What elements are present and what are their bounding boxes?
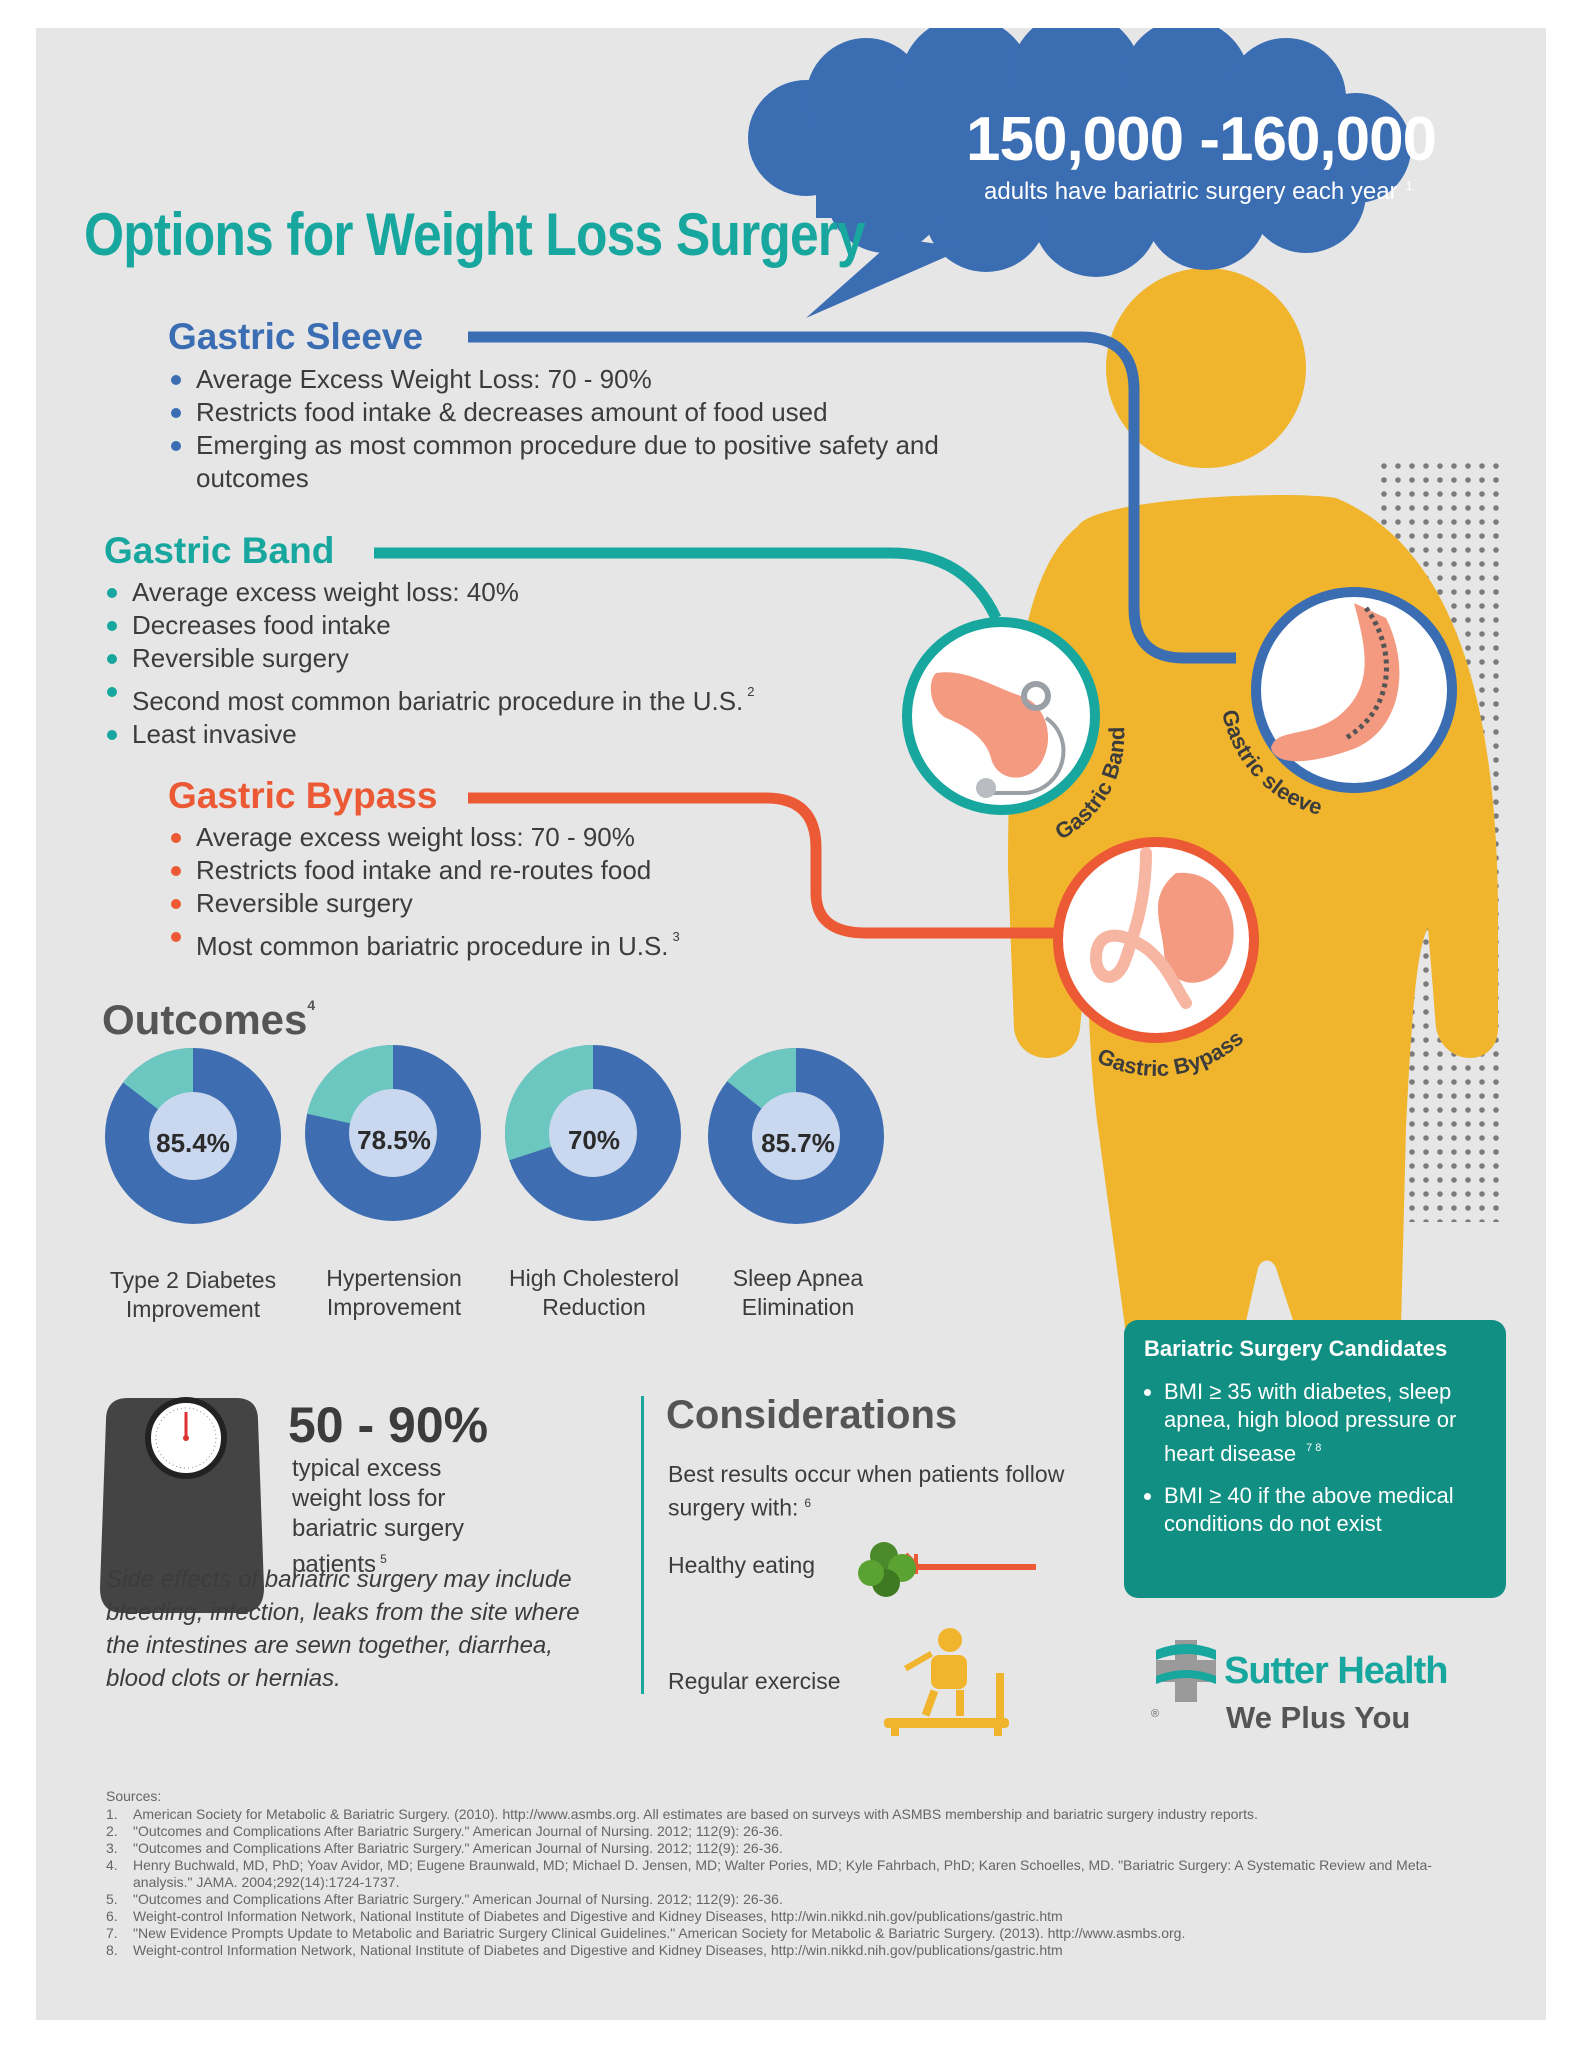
donut-center-diabetes (149, 1092, 237, 1180)
outcomes-heading: Outcomes4 (102, 996, 316, 1043)
candidates-list: BMI ≥ 35 with diabetes, sleep apnea, hig… (1142, 1378, 1497, 1552)
list-item: Least invasive (104, 718, 924, 751)
weight-loss-range: 50 - 90% (288, 1397, 489, 1453)
regular-exercise-label: Regular exercise (668, 1668, 841, 1694)
annual-surgery-caption: adults have bariatric surgery each year 1 (984, 178, 1413, 205)
sutter-health-logo-mark (1156, 1640, 1216, 1702)
donut-value-diabetes: 85.4% (156, 1128, 230, 1158)
donut-caption-sleep-apnea: Sleep Apnea Elimination (732, 1265, 864, 1320)
healthy-eating-icon (858, 1542, 1036, 1597)
weight-loss-description: typical excess weight loss for bariatric… (292, 1455, 465, 1578)
list-item: Reversible surgery (168, 887, 988, 920)
donut-value-sleep-apnea: 85.7% (761, 1128, 835, 1158)
list-item: 4. Henry Buchwald, MD, PhD; Yoav Avidor, … (106, 1857, 1432, 1890)
gastric-band-list: Average excess weight loss: 40% Decrease… (104, 576, 924, 751)
list-item: 8. Weight-control Information Network, Na… (106, 1942, 1063, 1958)
donut-caption-cholesterol: High Cholesterol Reduction (508, 1265, 680, 1320)
page-title: Options for Weight Loss Surgery (84, 201, 866, 268)
side-effects-note: Side effects of bariatric surgery may in… (106, 1566, 580, 1692)
sources-heading: Sources: (106, 1788, 162, 1804)
list-item: Emerging as most common procedure due to… (168, 429, 976, 495)
donut-caption-hypertension: Hypertension Improvement (326, 1265, 462, 1320)
list-item: 5. "Outcomes and Complications After Bari… (106, 1891, 783, 1907)
list-item: Restricts food intake and re-routes food (168, 854, 988, 887)
list-item: Second most common bariatric procedure i… (104, 675, 924, 718)
registered-mark: ® (1151, 1708, 1160, 1720)
list-item: Most common bariatric procedure in U.S. 3 (168, 920, 988, 963)
considerations-text: Best results occur when patients follow … (668, 1461, 1065, 1521)
bathroom-scale-icon (100, 1397, 264, 1613)
stat-bubble (748, 28, 1411, 318)
background-artwork: Gastric Band Gastric sleeve Gastric Bypa… (100, 28, 1504, 1736)
list-item: 3. "Outcomes and Complications After Bari… (106, 1840, 783, 1856)
gastric-sleeve-illustration (1251, 587, 1457, 793)
infographic-page: Gastric Band Gastric sleeve Gastric Bypa… (36, 28, 1546, 2020)
brand-name: Sutter Health (1224, 1650, 1448, 1692)
gastric-sleeve-heading: Gastric Sleeve (168, 316, 424, 357)
list-item: BMI ≥ 40 if the above medical conditions… (1142, 1482, 1497, 1538)
donut-caption-diabetes: Type 2 Diabetes Improvement (109, 1267, 277, 1322)
list-item: BMI ≥ 35 with diabetes, sleep apnea, hig… (1142, 1378, 1497, 1468)
brand-tagline: We Plus You (1226, 1700, 1411, 1735)
exercise-treadmill-icon (884, 1628, 1009, 1736)
band-connector-line (374, 547, 1001, 621)
list-item: Average excess weight loss: 40% (104, 576, 924, 609)
list-item: Reversible surgery (104, 642, 924, 675)
donut-center-cholesterol (549, 1089, 637, 1177)
donut-center-sleep-apnea (752, 1092, 840, 1180)
list-item: Average Excess Weight Loss: 70 - 90% (168, 363, 1008, 396)
donut-value-hypertension: 78.5% (357, 1125, 431, 1155)
list-item: Average excess weight loss: 70 - 90% (168, 821, 988, 854)
candidates-heading: Bariatric Surgery Candidates (1144, 1336, 1448, 1361)
gastric-bypass-list: Average excess weight loss: 70 - 90% Res… (168, 821, 988, 963)
gastric-sleeve-list: Average Excess Weight Loss: 70 - 90% Res… (168, 363, 1008, 495)
bypass-connector-line (468, 792, 1096, 939)
list-item: 1. American Society for Metabolic & Baria… (106, 1806, 1258, 1822)
outcomes-donut-charts (105, 1045, 884, 1224)
annual-surgery-count: 150,000 -160,000 (966, 105, 1437, 174)
gastric-band-illustration (902, 617, 1100, 815)
list-item: 7. "New Evidence Prompts Update to Metabo… (106, 1925, 1186, 1941)
list-item: 6. Weight-control Information Network, Na… (106, 1908, 1063, 1924)
gastric-bypass-illustration (1053, 837, 1259, 1043)
candidates-box (1124, 1320, 1506, 1598)
sources-list: 1. American Society for Metabolic & Baria… (106, 1806, 1526, 1959)
list-item: Decreases food intake (104, 609, 924, 642)
gastric-band-heading: Gastric Band (104, 530, 335, 571)
sleeve-connector-line (468, 331, 1236, 664)
healthy-eating-label: Healthy eating (668, 1552, 816, 1578)
section-divider (641, 1396, 644, 1694)
considerations-heading: Considerations (666, 1393, 958, 1437)
gastric-bypass-heading: Gastric Bypass (168, 775, 438, 816)
donut-center-hypertension (349, 1089, 437, 1177)
donut-value-cholesterol: 70% (567, 1125, 621, 1155)
list-item: 2. "Outcomes and Complications After Bari… (106, 1823, 783, 1839)
list-item: Restricts food intake & decreases amount… (168, 396, 1008, 429)
